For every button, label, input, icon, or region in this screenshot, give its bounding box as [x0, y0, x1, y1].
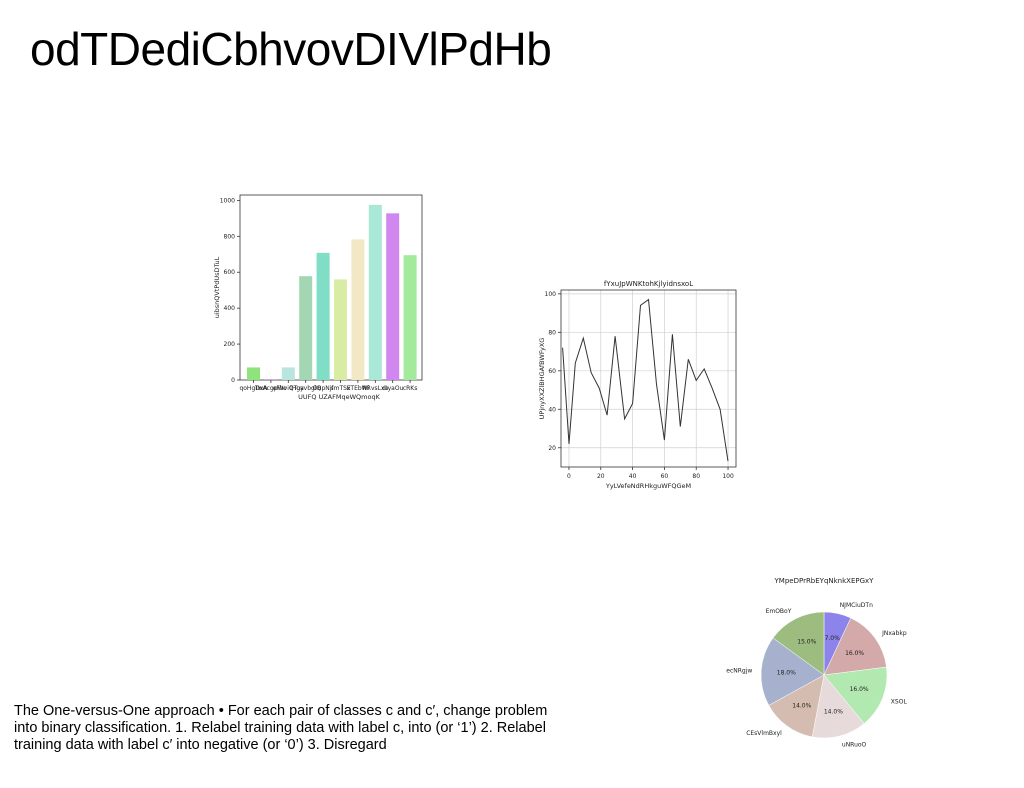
bar-x-tick-label: lHgyvbglQ	[290, 385, 321, 392]
bar	[316, 252, 330, 380]
bar-x-tick-label: OBpNjf	[313, 385, 335, 392]
pie-slice-label: ecNRgjw	[726, 668, 752, 675]
bar-x-tick-label: NRvsLxu	[362, 385, 388, 392]
bar-x-tick-label: qoHgDxA	[239, 385, 268, 392]
pie-slice-percent: 14.0%	[792, 703, 811, 710]
bar	[247, 367, 260, 380]
line-x-tick-label: 60	[661, 473, 669, 480]
bar-x-tick-label: TwAcgpWo	[254, 385, 287, 392]
line-x-tick-label: 40	[629, 473, 637, 480]
pie-slice-label: JNxabkp	[881, 630, 907, 637]
line-plot-frame	[560, 289, 737, 468]
pie-slice	[811, 674, 865, 739]
pie-slice-percent: 16.0%	[845, 650, 864, 657]
bar	[351, 239, 365, 380]
slide-title: odTDediCbhvovDIVlPdHb	[30, 23, 552, 75]
line-y-tick-label: 100	[545, 291, 557, 298]
pie-slice-label: EmOBoY	[766, 608, 792, 615]
bar-plot-frame	[239, 194, 423, 381]
bar-y-tick-label: 1000	[220, 197, 235, 204]
line-y-axis-label: UPjnyXXZlBHGAfBWFyXG	[538, 338, 546, 420]
pie-slice-label: NJMCiuDTn	[840, 602, 873, 609]
pie-slice-label: uNRuoO	[842, 742, 867, 749]
bar-x-tick-label: ETEbWi	[347, 385, 370, 392]
bar-y-tick-label: 800	[224, 233, 236, 240]
bar-x-tick-label: cRKs	[403, 385, 418, 392]
bar-y-tick-label: 400	[224, 305, 236, 312]
bar-y-axis-label: uibsnQVtPdUsDTuL	[213, 256, 221, 318]
pie-slice	[772, 611, 825, 676]
bar-y-tick-label: 200	[224, 341, 236, 348]
slide-caption: The One-versus-One approach • For each p…	[14, 703, 548, 753]
line-y-tick-label: 20	[548, 445, 556, 452]
pie-slice	[768, 674, 825, 738]
pie-chart-title: YMpeDPrRbEYqNknkXEPGxY	[774, 577, 875, 585]
bar	[281, 367, 295, 380]
bar-y-tick-label: 600	[224, 269, 236, 276]
bar	[299, 276, 313, 380]
bar	[403, 255, 417, 380]
pie-slice-percent: 16.0%	[850, 686, 869, 693]
line-x-tick-label: 0	[567, 473, 571, 480]
pie-slice-percent: 18.0%	[777, 670, 796, 677]
line-x-tick-label: 80	[692, 473, 700, 480]
bar-x-tick-label: smTSx	[331, 385, 351, 392]
line-y-tick-label: 60	[548, 368, 556, 375]
bar	[264, 379, 278, 380]
pie-slice	[823, 617, 887, 676]
pie-slice-percent: 15.0%	[797, 638, 816, 645]
pie-slice-label: CEsVlmBxyl	[746, 730, 782, 737]
bar	[386, 213, 400, 380]
bar-x-axis-label: UUFQ UZAFMqeWQmoqK	[298, 393, 380, 401]
bar	[368, 204, 382, 380]
line-x-tick-label: 100	[722, 473, 734, 480]
bar-x-tick-label: eFhviQTua	[273, 385, 304, 392]
line-y-tick-label: 80	[548, 329, 556, 336]
pie-slice-label: XSOL	[891, 698, 908, 705]
pie-slice	[823, 666, 888, 724]
bar-y-tick-label: 0	[231, 377, 235, 384]
pie-slice-percent: 14.0%	[824, 709, 843, 716]
line-x-tick-label: 20	[597, 473, 605, 480]
line-series	[562, 298, 729, 462]
bar	[334, 279, 347, 380]
pie-slice-percent: 7.0%	[825, 635, 841, 642]
pie-slice	[760, 637, 825, 706]
line-y-tick-label: 40	[548, 406, 556, 413]
bar-x-tick-label: dIyaOu	[382, 385, 404, 392]
line-chart-title: fYxuJpWNKtohKjlyidnsxoL	[604, 280, 693, 288]
line-x-axis-label: YyLVefeNdRHkguWFQGeM	[605, 482, 691, 490]
